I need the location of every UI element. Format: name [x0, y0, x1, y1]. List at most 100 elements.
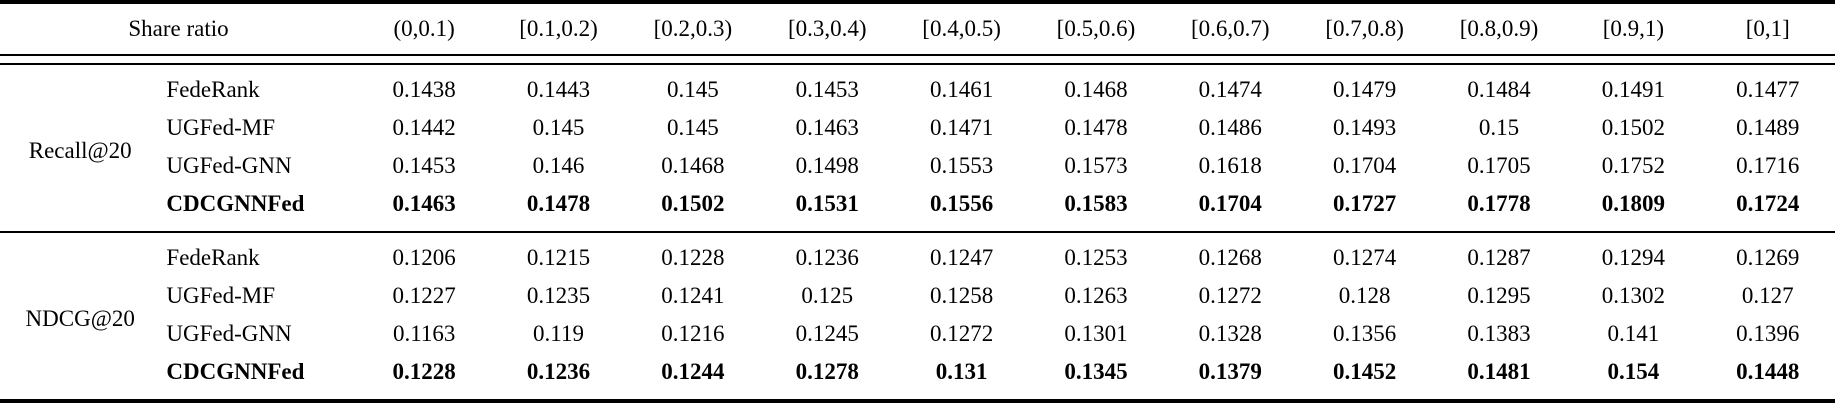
- method-name: UGFed-GNN: [166, 153, 292, 178]
- table-row: Recall@20 FedeRank 0.1438 0.1443 0.145 0.1453…: [0, 64, 1835, 233]
- share-ratio-label: Share ratio: [0, 2, 357, 56]
- metric-value: 0.1272: [929, 321, 994, 346]
- share-ratio-range-header: [0.5,0.6): [1028, 2, 1164, 56]
- metric-value: 0.1235: [526, 283, 591, 308]
- metric-value: 0.1379: [1163, 353, 1298, 403]
- metric-value: 0.1442: [392, 115, 456, 140]
- table-row: NDCG@20 FedeRank 0.1206 0.1215 0.1228 0.1236 0…: [0, 232, 1835, 403]
- double-rule-spacer: [0, 55, 1835, 65]
- metric-value: 0.1295: [1467, 283, 1531, 308]
- metric-value: 0.1502: [625, 185, 761, 233]
- metric-value: 0.1489: [1736, 115, 1800, 140]
- metric-value: 0.1227: [392, 283, 456, 308]
- metric-value: 0.1216: [661, 321, 725, 346]
- share-ratio-range-header: [0.2,0.3): [625, 2, 761, 56]
- metric-value: 0.1328: [1198, 321, 1262, 346]
- metric-label: NDCG@20: [0, 232, 161, 403]
- metric-value: 0.1477: [1736, 77, 1800, 102]
- metric-value: 0.1478: [1064, 115, 1128, 140]
- metric-value: 0.1461: [929, 77, 994, 102]
- metric-value: 0.1468: [1064, 77, 1128, 102]
- metric-value: 0.1383: [1467, 321, 1531, 346]
- metric-value: 0.1486: [1198, 115, 1262, 140]
- share-ratio-range-header: [0.3,0.4): [760, 2, 895, 56]
- metric-value: 0.131: [894, 353, 1029, 403]
- metric-value: 0.1228: [661, 245, 725, 270]
- metric-value: 0.1484: [1467, 77, 1531, 102]
- metric-value: 0.1438: [392, 77, 456, 102]
- metric-value: 0.1269: [1736, 245, 1800, 270]
- metric-value: 0.1448: [1700, 353, 1835, 403]
- table-body: Recall@20 FedeRank 0.1438 0.1443 0.145 0.1453…: [0, 64, 1835, 403]
- method-name: UGFed-MF: [166, 115, 276, 140]
- table-row: UGFed-MF 0.1442 0.145 0.145 0.1463 0.1471 0.14…: [0, 109, 1835, 147]
- metric-value: 0.154: [1566, 353, 1701, 403]
- metric-value: 0.1478: [491, 185, 626, 233]
- metric-value: 0.1236: [491, 353, 626, 403]
- metric-value: 0.145: [666, 115, 719, 140]
- metric-value: 0.1705: [1467, 153, 1531, 178]
- method-name: CDCGNNFed: [160, 185, 357, 233]
- metric-value: 0.1463: [356, 185, 492, 233]
- metric-value: 0.1531: [760, 185, 895, 233]
- metric-value: 0.1481: [1431, 353, 1567, 403]
- metric-value: 0.1302: [1601, 283, 1665, 308]
- metric-value: 0.1727: [1297, 185, 1432, 233]
- share-ratio-range-header: [0.6,0.7): [1163, 2, 1298, 56]
- metric-value: 0.1452: [1297, 353, 1432, 403]
- header-row: Share ratio (0,0.1) [0.1,0.2) [0.2,0.3) [0.3…: [0, 2, 1835, 56]
- metric-value: 0.1716: [1736, 153, 1800, 178]
- metric-value: 0.146: [532, 153, 585, 178]
- table-header: Share ratio (0,0.1) [0.1,0.2) [0.2,0.3) [0.3…: [0, 2, 1835, 65]
- table-row: UGFed-MF 0.1227 0.1235 0.1241 0.125 0.1258 0.1…: [0, 277, 1835, 315]
- metric-value: 0.1215: [526, 245, 591, 270]
- metric-value: 0.1345: [1028, 353, 1164, 403]
- metric-value: 0.1468: [661, 153, 725, 178]
- metric-value: 0.1583: [1028, 185, 1164, 233]
- metric-value: 0.1301: [1064, 321, 1128, 346]
- method-name: FedeRank: [166, 245, 260, 270]
- metric-value: 0.1287: [1467, 245, 1531, 270]
- metric-value: 0.1236: [795, 245, 859, 270]
- metric-value: 0.1498: [795, 153, 859, 178]
- metric-label: Recall@20: [0, 64, 161, 233]
- metric-value: 0.1396: [1736, 321, 1800, 346]
- table-row: UGFed-GNN 0.1453 0.146 0.1468 0.1498 0.1553 0.…: [0, 147, 1835, 185]
- metric-value: 0.1752: [1601, 153, 1665, 178]
- metric-value: 0.1493: [1333, 115, 1397, 140]
- method-name: CDCGNNFed: [160, 353, 357, 403]
- metric-value: 0.1294: [1601, 245, 1665, 270]
- metric-value: 0.119: [533, 321, 584, 346]
- share-ratio-range-header: [0.7,0.8): [1297, 2, 1432, 56]
- metric-value: 0.1247: [929, 245, 994, 270]
- share-ratio-range-header: [0.9,1): [1566, 2, 1701, 56]
- metric-value: 0.1206: [392, 245, 456, 270]
- metric-value: 0.1556: [894, 185, 1029, 233]
- metric-value: 0.1463: [795, 115, 859, 140]
- metric-value: 0.1258: [929, 283, 994, 308]
- metric-value: 0.1278: [760, 353, 895, 403]
- metric-value: 0.1263: [1064, 283, 1128, 308]
- metric-value: 0.1241: [661, 283, 725, 308]
- metric-value: 0.1268: [1198, 245, 1262, 270]
- metric-value: 0.1453: [795, 77, 859, 102]
- metric-value: 0.1474: [1198, 77, 1262, 102]
- share-ratio-range-header: [0.4,0.5): [894, 2, 1029, 56]
- metric-value: 0.1553: [929, 153, 994, 178]
- metric-value: 0.1274: [1333, 245, 1397, 270]
- metric-value: 0.1471: [929, 115, 994, 140]
- metric-value: 0.1253: [1064, 245, 1128, 270]
- metric-value: 0.1704: [1333, 153, 1397, 178]
- share-ratio-range-header: (0,0.1): [356, 2, 492, 56]
- metric-value: 0.1163: [392, 321, 456, 346]
- metric-value: 0.1453: [392, 153, 456, 178]
- metric-value: 0.1228: [356, 353, 492, 403]
- metric-value: 0.128: [1338, 283, 1391, 308]
- share-ratio-range-header: [0.8,0.9): [1431, 2, 1567, 56]
- metric-value: 0.127: [1741, 283, 1794, 308]
- rule-line: [0, 55, 1835, 65]
- metric-value: 0.1724: [1700, 185, 1835, 233]
- metric-value: 0.145: [666, 77, 719, 102]
- metric-value: 0.1618: [1198, 153, 1262, 178]
